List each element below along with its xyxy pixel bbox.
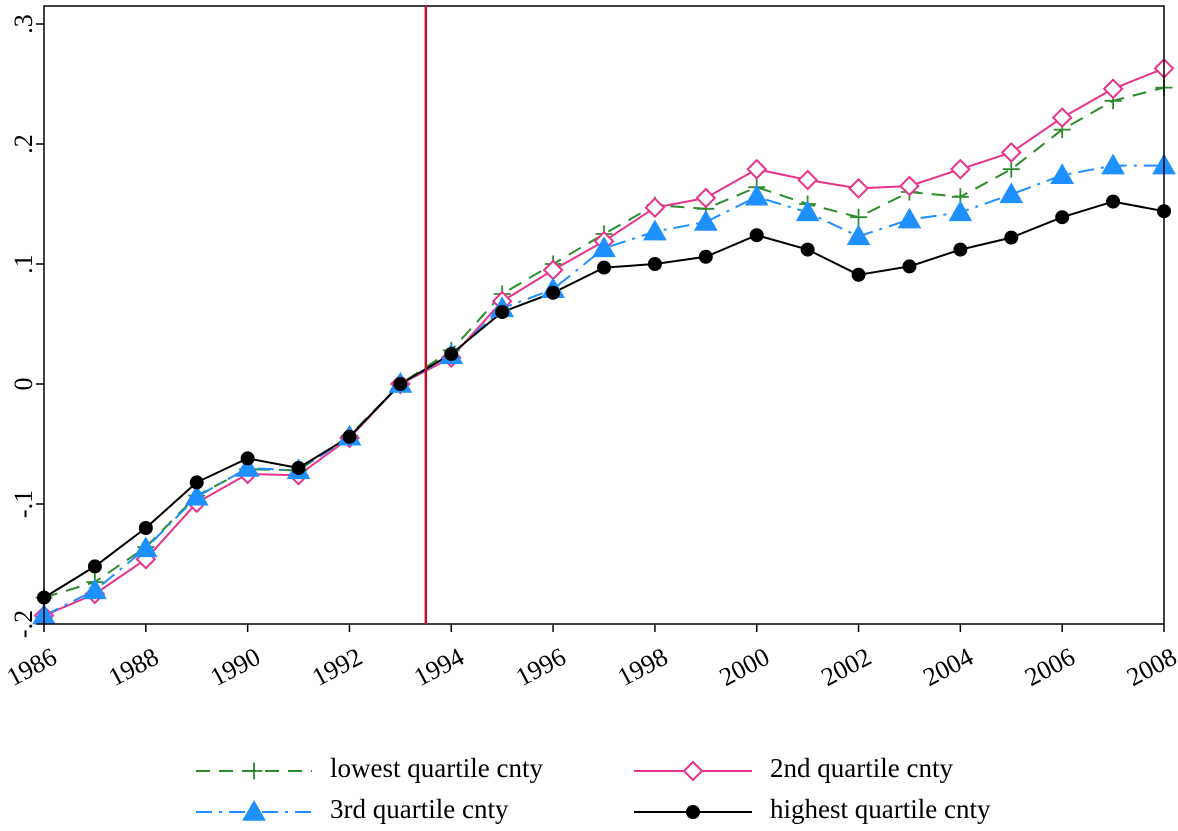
series-1-point [1051, 107, 1073, 129]
series-2-point [184, 484, 209, 506]
legend-item-3: highest quartile cnty [634, 794, 991, 824]
series-2-point [693, 209, 718, 231]
series-2-point [846, 224, 871, 246]
series-1-point [899, 175, 920, 197]
series-1-point [746, 158, 768, 180]
series-2-point [1101, 153, 1125, 175]
series-2-point [83, 578, 107, 600]
series-3-point [87, 559, 102, 574]
legend-label: 3rd quartile cnty [330, 794, 509, 824]
series-3-point [1055, 210, 1070, 225]
x-tick-label: 1986 [2, 642, 62, 692]
series-1-point [1102, 78, 1124, 100]
y-tick-label: .3 [9, 14, 38, 34]
series-2-point [897, 207, 922, 229]
series-1-point [848, 177, 869, 199]
series-3-point [342, 429, 357, 444]
series-3-point [291, 461, 306, 475]
legend: lowest quartile cnty 2nd quartile cnty 3rd… [196, 753, 991, 824]
legend-swatch-marker [686, 805, 700, 819]
x-tick-label: 2000 [715, 642, 775, 692]
y-tick-label: .2 [9, 134, 38, 154]
series-3-point [1004, 230, 1019, 245]
series-1-point [797, 169, 819, 191]
series-1-point [644, 197, 666, 219]
x-tick-label: 1998 [613, 642, 673, 692]
x-tick-label: 2002 [816, 642, 876, 692]
series-2-point [999, 182, 1024, 204]
series-2-point [948, 200, 973, 222]
series-3-point [189, 475, 204, 490]
series-3-point [495, 305, 510, 319]
series-3-point [800, 242, 815, 257]
series-2-point [133, 536, 158, 558]
x-tick-label: 1996 [511, 642, 571, 692]
legend-label: lowest quartile cnty [330, 753, 543, 783]
x-tick-label: 1990 [206, 642, 266, 692]
series-3-point [444, 347, 459, 361]
legend-item-1: 2nd quartile cnty [634, 753, 953, 783]
series-2-point [235, 455, 260, 477]
series-3-point [953, 242, 968, 257]
y-tick-label: .1 [9, 254, 38, 274]
axes: -.2 -.1 0 .1 .2 .3 1986 1988 1990 1992 1994 1996 199… [2, 5, 1178, 692]
series-2-point [795, 200, 820, 222]
y-tick-label: -.2 [9, 610, 38, 638]
x-tick-label: 2008 [1122, 642, 1178, 692]
x-tick-label: 1992 [307, 642, 367, 692]
series-3-point [851, 267, 866, 282]
legend-swatch-marker [245, 762, 263, 780]
series-3-point [597, 260, 611, 275]
y-tick-label: -.1 [9, 490, 38, 518]
legend-item-0: lowest quartile cnty [196, 753, 543, 783]
series-3-point [749, 228, 764, 243]
series-3-point [698, 249, 713, 264]
x-tick-label: 1994 [409, 642, 469, 692]
series-markers [32, 57, 1176, 627]
series-0-point [850, 208, 868, 226]
legend-item-2: 3rd quartile cnty [196, 794, 509, 824]
series-1-point [1000, 141, 1022, 163]
series-3-point [240, 451, 255, 466]
series-0-point [1002, 160, 1020, 178]
series-1-point [949, 158, 971, 180]
series-2-point [1050, 163, 1075, 184]
series-line-0 [43, 86, 1165, 599]
series-3-point [902, 259, 917, 274]
series-3-point [393, 377, 408, 391]
series-2-point [643, 219, 667, 241]
series-line-1 [43, 67, 1165, 617]
series-2-point [744, 184, 769, 206]
plot-frame [43, 5, 1165, 625]
series-3-point [647, 257, 662, 271]
legend-label: highest quartile cnty [770, 794, 991, 824]
legend-swatch-marker [242, 799, 266, 821]
series-1-point [695, 187, 717, 209]
x-tick-label: 2004 [918, 642, 978, 692]
series-line-2 [43, 164, 1164, 617]
x-tick-label: 1988 [104, 642, 164, 692]
legend-swatch-marker [682, 760, 704, 782]
series-3-point [138, 521, 153, 535]
series-2-point [592, 236, 616, 258]
series-3-point [1106, 194, 1121, 209]
x-tick-label: 2006 [1020, 642, 1080, 692]
series-lines [43, 67, 1165, 617]
series-3-point [546, 285, 561, 300]
legend-label: 2nd quartile cnty [770, 753, 953, 783]
y-tick-label: 0 [9, 378, 38, 391]
